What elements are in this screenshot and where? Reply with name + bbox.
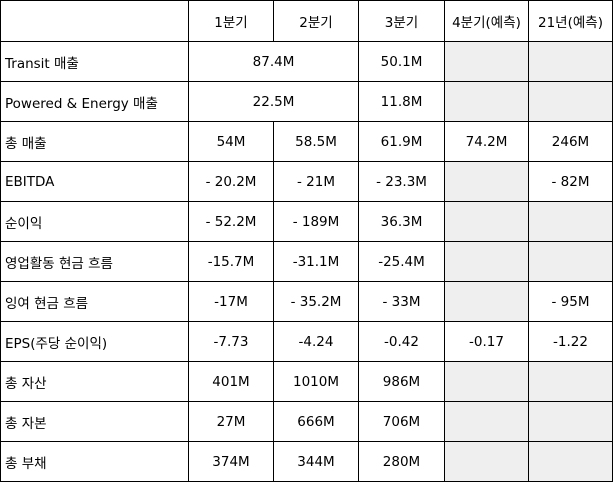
cell-y21 [528, 241, 613, 282]
cell-q1: -17M [188, 281, 274, 322]
cell-q1: 374M [188, 441, 274, 482]
cell-q3: -25.4M [358, 241, 445, 282]
table-row-powered-energy-sales: Powered & Energy 매출 22.5M 11.8M [0, 81, 613, 122]
row-label: EBITDA [0, 161, 189, 202]
cell-y21: -1.22 [528, 321, 613, 362]
table-row-eps: EPS(주당 순이익) -7.73 -4.24 -0.42 -0.17 -1.2… [0, 321, 613, 362]
cell-q4 [444, 441, 529, 482]
cell-q3: 36.3M [358, 201, 445, 242]
cell-q2: 1010M [273, 361, 359, 402]
cell-y21 [528, 201, 613, 242]
cell-q4 [444, 361, 529, 402]
cell-q2: - 35.2M [273, 281, 359, 322]
cell-y21: - 95M [528, 281, 613, 322]
cell-q1: -7.73 [188, 321, 274, 362]
table-header-row: 1분기 2분기 3분기 4분기(예측) 21년(예측) [0, 0, 613, 42]
cell-q3: 61.9M [358, 121, 445, 162]
table-row-total-liabilities: 총 부채 374M 344M 280M [0, 441, 613, 482]
cell-q4 [444, 401, 529, 442]
header-q2: 2분기 [273, 0, 359, 42]
table-row-total-equity: 총 자본 27M 666M 706M [0, 401, 613, 442]
cell-q3: -0.42 [358, 321, 445, 362]
cell-q4: 74.2M [444, 121, 529, 162]
cell-h1-merged: 22.5M [188, 81, 359, 122]
row-label: 총 부채 [0, 441, 189, 482]
cell-q1: 27M [188, 401, 274, 442]
cell-q3: 986M [358, 361, 445, 402]
cell-q4 [444, 201, 529, 242]
cell-q1: 401M [188, 361, 274, 402]
cell-q2: -4.24 [273, 321, 359, 362]
cell-q1: 54M [188, 121, 274, 162]
cell-y21-empty [528, 81, 613, 122]
cell-q4 [444, 241, 529, 282]
table-row-total-assets: 총 자산 401M 1010M 986M [0, 361, 613, 402]
cell-q3: - 23.3M [358, 161, 445, 202]
cell-q2: - 189M [273, 201, 359, 242]
table-row-free-cash-flow: 잉여 현금 흐름 -17M - 35.2M - 33M - 95M [0, 281, 613, 322]
cell-q4 [444, 281, 529, 322]
row-label: 총 매출 [0, 121, 189, 162]
cell-y21 [528, 401, 613, 442]
cell-q2: -31.1M [273, 241, 359, 282]
cell-q4: -0.17 [444, 321, 529, 362]
cell-q1: -15.7M [188, 241, 274, 282]
table-row-transit-sales: Transit 매출 87.4M 50.1M [0, 41, 613, 82]
cell-q2: 666M [273, 401, 359, 442]
row-label: 잉여 현금 흐름 [0, 281, 189, 322]
table-row-ebitda: EBITDA - 20.2M - 21M - 23.3M - 82M [0, 161, 613, 202]
row-label: 총 자본 [0, 401, 189, 442]
row-label: 총 자산 [0, 361, 189, 402]
header-2021-forecast: 21년(예측) [528, 0, 613, 42]
cell-q4-empty [444, 81, 529, 122]
table-row-operating-cash-flow: 영업활동 현금 흐름 -15.7M -31.1M -25.4M [0, 241, 613, 282]
cell-y21-empty [528, 41, 613, 82]
cell-q3: - 33M [358, 281, 445, 322]
row-label: 순이익 [0, 201, 189, 242]
cell-y21 [528, 361, 613, 402]
header-q3: 3분기 [358, 0, 445, 42]
cell-q1: - 52.2M [188, 201, 274, 242]
row-label: Powered & Energy 매출 [0, 81, 189, 122]
cell-y21: - 82M [528, 161, 613, 202]
cell-y21: 246M [528, 121, 613, 162]
cell-q3: 280M [358, 441, 445, 482]
cell-q4 [444, 161, 529, 202]
row-label: Transit 매출 [0, 41, 189, 82]
cell-q2: 58.5M [273, 121, 359, 162]
cell-q3: 11.8M [358, 81, 445, 122]
row-label: 영업활동 현금 흐름 [0, 241, 189, 282]
cell-y21 [528, 441, 613, 482]
cell-q4-empty [444, 41, 529, 82]
cell-q1: - 20.2M [188, 161, 274, 202]
header-q4-forecast: 4분기(예측) [444, 0, 529, 42]
cell-h1-merged: 87.4M [188, 41, 359, 82]
cell-q3: 706M [358, 401, 445, 442]
table-row-net-income: 순이익 - 52.2M - 189M 36.3M [0, 201, 613, 242]
row-label: EPS(주당 순이익) [0, 321, 189, 362]
header-corner-cell [0, 0, 189, 42]
cell-q2: 344M [273, 441, 359, 482]
header-q1: 1분기 [188, 0, 274, 42]
cell-q2: - 21M [273, 161, 359, 202]
cell-q3: 50.1M [358, 41, 445, 82]
table-row-total-sales: 총 매출 54M 58.5M 61.9M 74.2M 246M [0, 121, 613, 162]
